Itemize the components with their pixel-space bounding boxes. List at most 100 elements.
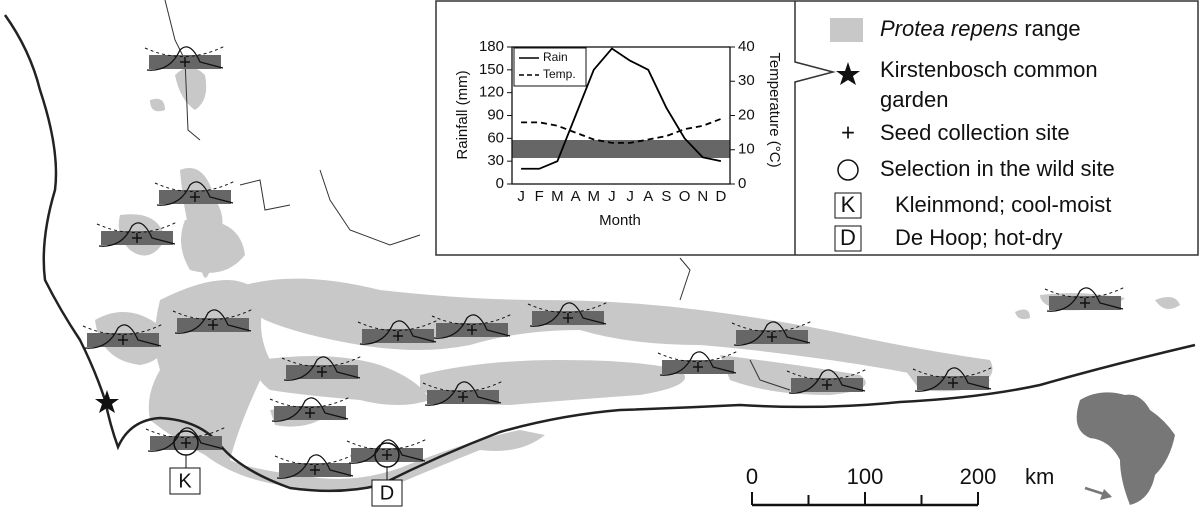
y-tick-label: 0 [496, 175, 504, 192]
circle-symbol [837, 159, 859, 181]
site-plus [181, 438, 191, 448]
series-line [521, 47, 722, 170]
site-temp [274, 453, 356, 465]
site-plus [1080, 298, 1090, 308]
site-temp [82, 323, 164, 335]
panel-divider [794, 1, 836, 255]
site-temp [422, 380, 504, 392]
x-tick-label: D [715, 188, 726, 205]
arrow-head [1100, 489, 1112, 500]
legend-range: Protea repens range [880, 16, 1081, 41]
site-temp [144, 45, 226, 57]
legend-box [513, 47, 587, 87]
d-symbol-box [834, 225, 862, 252]
site-rain [283, 356, 361, 381]
site-rain [271, 397, 349, 422]
y-tick-label: 120 [479, 84, 504, 101]
scale-label: 0 [746, 464, 758, 489]
site-temp [281, 355, 363, 367]
legend-label: Rain [543, 50, 568, 64]
x-tick-label: A [643, 188, 653, 205]
site-rain [348, 439, 426, 464]
d-label: D [380, 482, 394, 504]
y2-tick-label: 20 [738, 106, 755, 123]
legend-wild: Selection in the wild site [880, 156, 1115, 181]
y2-axis-title: Temperature (°C) [766, 52, 783, 167]
site-plus [393, 331, 403, 341]
site-plus [305, 408, 315, 418]
site-temp [357, 319, 439, 331]
site-rain [1046, 287, 1124, 312]
scale-label: 200 [960, 464, 997, 489]
x-tick-label: J [517, 188, 525, 205]
k-symbol-box [834, 192, 862, 219]
site-plus [948, 378, 958, 388]
site-plus [317, 367, 327, 377]
site-rain [146, 46, 224, 71]
site-rain [424, 381, 502, 406]
legend-garden-2: garden [880, 87, 949, 112]
y-tick-label: 180 [479, 38, 504, 55]
site-temp [786, 368, 868, 380]
site-temp [269, 396, 351, 408]
y-tick-label: 150 [479, 61, 504, 78]
d-box [371, 479, 403, 507]
site-rain [433, 314, 511, 339]
x-tick-label: O [679, 188, 691, 205]
site-plus [467, 325, 477, 335]
x-tick-label: F [535, 188, 544, 205]
site-temp [527, 301, 609, 313]
x-tick-label: S [661, 188, 671, 205]
site-plus [767, 332, 777, 342]
site-temp [154, 180, 236, 192]
garden-star [95, 390, 119, 413]
site-rain [147, 427, 225, 452]
site-plus [190, 192, 200, 202]
legend-label: Temp. [543, 67, 576, 81]
site-temp [145, 426, 227, 438]
legend-d: De Hoop; hot-dry [895, 225, 1063, 250]
site-plus [132, 233, 142, 243]
scale-label: 100 [847, 464, 884, 489]
star-symbol [836, 62, 860, 85]
site-rain [98, 222, 176, 247]
coastline [3, 14, 1196, 493]
y-tick-label: 60 [487, 129, 504, 146]
plus-symbol: + [841, 119, 855, 146]
x-tick-label: A [571, 188, 581, 205]
africa-inset [1076, 392, 1175, 505]
site-temp [731, 320, 813, 332]
y-tick-label: 90 [487, 106, 504, 123]
legend-k-symbol: K [841, 192, 856, 217]
site-temp [657, 350, 739, 362]
inset-panel [435, 0, 1199, 256]
site-plus [310, 465, 320, 475]
site-plus [822, 380, 832, 390]
site-rain [733, 321, 811, 346]
legend-text: range [1024, 16, 1080, 41]
x-tick-label: M [551, 188, 564, 205]
y2-tick-label: 10 [738, 141, 755, 158]
site-rain [174, 309, 252, 334]
site-plus [693, 362, 703, 372]
range-areas [95, 67, 1180, 490]
site-rain [659, 351, 737, 376]
legend-seed: Seed collection site [880, 120, 1070, 145]
x-tick-label: J [626, 188, 634, 205]
legend-d-symbol: D [840, 225, 856, 250]
site-temp [96, 221, 178, 233]
legend-garden: Kirstenbosch common [880, 57, 1098, 82]
x-axis-title: Month [599, 212, 641, 229]
legend-italic: Protea repens [880, 16, 1018, 41]
range-swatch [830, 18, 863, 42]
x-tick-label: N [697, 188, 708, 205]
site-temp [912, 366, 994, 378]
x-tick-label: J [608, 188, 616, 205]
site-markers [82, 45, 1126, 479]
site-plus [382, 450, 392, 460]
site-temp [172, 308, 254, 320]
site-temp [431, 313, 513, 325]
site-plus [563, 313, 573, 323]
site-temp [346, 438, 428, 450]
